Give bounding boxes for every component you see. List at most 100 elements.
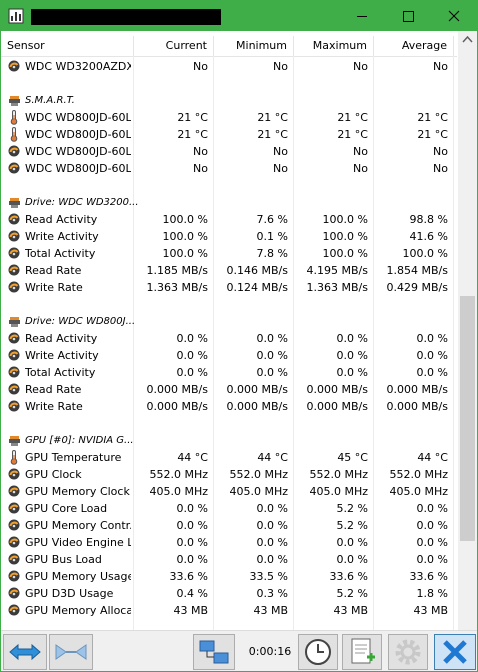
column-title: Average — [374, 36, 454, 56]
clock-button[interactable] — [298, 634, 338, 670]
collapse-button[interactable] — [49, 634, 93, 670]
group-icon — [9, 436, 20, 446]
sensor-row[interactable]: GPU D3D Usage 0.4 % 0.3 % 5.2 % 1.8 % — [1, 585, 457, 602]
sensor-value: No — [273, 162, 288, 175]
sensor-label: GPU Memory Clock — [25, 485, 130, 498]
sensor-icon — [8, 502, 20, 514]
sensor-row[interactable]: WDC WD800JD-60L... No No No No — [1, 143, 457, 160]
scroll-up[interactable] — [458, 31, 477, 48]
sensor-value: 100.0 % — [162, 213, 208, 226]
sensor-value: 0.000 MB/s — [226, 400, 288, 413]
sensor-value: 5.2 % — [336, 502, 368, 515]
close-tool-button[interactable] — [434, 634, 476, 670]
sensor-row[interactable]: WDC WD3200AZDX... No No No No — [1, 58, 457, 75]
sensor-label: Total Activity — [25, 366, 96, 379]
sensor-label: Total Activity — [25, 247, 96, 260]
sensor-row[interactable]: WDC WD800JD-60L... No No No No — [1, 160, 457, 177]
sensor-row[interactable]: Write Rate 1.363 MB/s 0.124 MB/s 1.363 MB/s… — [1, 279, 457, 296]
sensor-row[interactable]: Read Rate 0.000 MB/s 0.000 MB/s 0.000 MB/s 0… — [1, 381, 457, 398]
sensor-row[interactable]: Total Activity 100.0 % 7.8 % 100.0 % 100.0 % — [1, 245, 457, 262]
sensor-value: 0.0 % — [416, 553, 448, 566]
sensor-row[interactable]: GPU Memory Clock 405.0 MHz 405.0 MHz 405.0 … — [1, 483, 457, 500]
sensor-row[interactable]: Total Activity 0.0 % 0.0 % 0.0 % 0.0 % — [1, 364, 457, 381]
sensor-value: 0.1 % — [256, 230, 288, 243]
sensor-row[interactable]: Read Rate 1.185 MB/s 0.146 MB/s 4.195 MB/s 1… — [1, 262, 457, 279]
sensor-value: No — [273, 145, 288, 158]
sensor-row[interactable]: GPU Temperature 44 °C 44 °C 45 °C 44 °C — [1, 449, 457, 466]
sensor-value: 33.6 % — [329, 570, 368, 583]
sensor-label: Read Rate — [25, 264, 82, 277]
sensor-label: GPU Video Engine L... — [25, 536, 131, 549]
sensor-value: 7.8 % — [256, 247, 288, 260]
sensor-value: 43 MB — [253, 604, 288, 617]
sensor-icon — [8, 400, 20, 412]
report-button[interactable] — [342, 634, 382, 670]
sensor-value: 0.0 % — [256, 553, 288, 566]
sensor-row[interactable]: GPU Core Load 0.0 % 0.0 % 5.2 % 0.0 % — [1, 500, 457, 517]
sensor-value: 0.0 % — [176, 349, 208, 362]
sensor-value: 1.854 MB/s — [386, 264, 448, 277]
sensor-value: No — [353, 145, 368, 158]
sensor-icon — [8, 281, 20, 293]
sensor-row[interactable]: GPU Memory Alloca... 43 MB 43 MB 43 MB 43 MB — [1, 602, 457, 619]
sensor-row[interactable]: GPU Video Engine L... 0.0 % 0.0 % 0.0 % 0.0 … — [1, 534, 457, 551]
sensor-row[interactable]: WDC WD800JD-60L... 21 °C 21 °C 21 °C 21 °C — [1, 109, 457, 126]
sensor-value: 41.6 % — [409, 230, 448, 243]
minimize-button[interactable] — [339, 1, 385, 31]
sensor-row[interactable]: GPU Bus Load 0.0 % 0.0 % 0.0 % 0.0 % — [1, 551, 457, 568]
sensor-value: No — [433, 145, 448, 158]
sensor-value: 0.000 MB/s — [146, 383, 208, 396]
sensor-value: 100.0 % — [322, 213, 368, 226]
sensor-value: 552.0 MHz — [389, 468, 448, 481]
sensor-icon — [8, 383, 20, 395]
sensor-value: No — [353, 162, 368, 175]
sensor-value: 0.0 % — [336, 349, 368, 362]
scroll-thumb[interactable] — [460, 296, 475, 541]
sensor-value: 405.0 MHz — [149, 485, 208, 498]
sensor-row[interactable]: Write Activity 0.0 % 0.0 % 0.0 % 0.0 % — [1, 347, 457, 364]
group-row: GPU [#0]: NVIDIA G... — [1, 432, 457, 449]
sensor-value: 0.0 % — [256, 332, 288, 345]
group-row: Drive: WDC WD800J... — [1, 313, 457, 330]
sensor-label: WDC WD800JD-60L... — [25, 162, 131, 175]
sensor-value: 405.0 MHz — [389, 485, 448, 498]
settings-button[interactable] — [388, 634, 428, 670]
sensor-value: 33.6 % — [169, 570, 208, 583]
sensor-value: 100.0 % — [162, 230, 208, 243]
sensor-row[interactable]: GPU Memory Contr... 0.0 % 0.0 % 5.2 % 0.0 % — [1, 517, 457, 534]
sensor-value: 44 °C — [417, 451, 448, 464]
sensor-row[interactable]: Read Activity 100.0 % 7.6 % 100.0 % 98.8 % — [1, 211, 457, 228]
sensor-row[interactable]: Read Activity 0.0 % 0.0 % 0.0 % 0.0 % — [1, 330, 457, 347]
sensor-label: Write Rate — [25, 400, 83, 413]
sensor-value: 552.0 MHz — [229, 468, 288, 481]
sensor-value: 0.0 % — [416, 536, 448, 549]
nav-button[interactable] — [3, 634, 47, 670]
sensor-value: 43 MB — [413, 604, 448, 617]
report-icon — [351, 638, 375, 664]
sensor-value: 0.0 % — [176, 502, 208, 515]
sensor-value: No — [273, 60, 288, 73]
sensor-value: 21 °C — [177, 128, 208, 141]
network-button[interactable] — [193, 634, 235, 670]
sensor-value: 0.0 % — [416, 502, 448, 515]
sensor-label: GPU Core Load — [25, 502, 108, 515]
maximize-button[interactable] — [385, 1, 431, 31]
sensor-row[interactable]: Write Rate 0.000 MB/s 0.000 MB/s 0.000 MB/s… — [1, 398, 457, 415]
sensor-icon — [8, 570, 20, 582]
sensor-row[interactable]: Write Activity 100.0 % 0.1 % 100.0 % 41.6 % — [1, 228, 457, 245]
group-label: S.M.A.R.T. — [25, 95, 75, 106]
sensor-row[interactable]: GPU Clock 552.0 MHz 552.0 MHz 552.0 MHz 552.… — [1, 466, 457, 483]
sensor-value: 98.8 % — [409, 213, 448, 226]
column-divider — [373, 56, 374, 630]
scrollbar[interactable] — [458, 31, 477, 630]
sensor-value: 0.000 MB/s — [146, 400, 208, 413]
sensor-value: 0.0 % — [256, 519, 288, 532]
sensor-row[interactable]: GPU Memory Usage 33.6 % 33.5 % 33.6 % 33.6 % — [1, 568, 457, 585]
close-button[interactable] — [431, 1, 477, 31]
sensor-value: 0.000 MB/s — [386, 383, 448, 396]
arrows-icon — [9, 643, 41, 661]
sensor-value: 0.0 % — [416, 349, 448, 362]
sensor-label: WDC WD800JD-60L... — [25, 111, 131, 124]
sensor-row[interactable]: WDC WD800JD-60L... 21 °C 21 °C 21 °C 21 °C — [1, 126, 457, 143]
sensor-value: 1.8 % — [416, 587, 448, 600]
